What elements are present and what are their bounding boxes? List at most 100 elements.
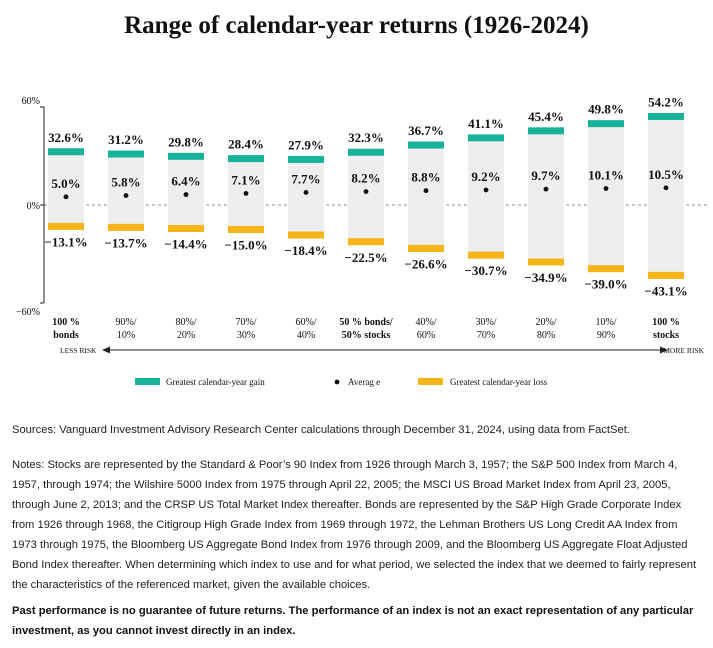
gain-bar [648,112,684,120]
category-label: 100 % [52,317,80,328]
average-label: 10.1% [588,168,624,183]
notes-text: Notes: Stocks are represented by the Sta… [12,459,697,591]
category-label: 30% [237,330,255,341]
gain-bar [108,150,144,158]
average-point [663,185,669,191]
gain-label: 49.8% [588,102,624,117]
gain-bar [348,148,384,156]
category-label: 50 % bonds/ [339,317,393,328]
loss-label: −22.5% [344,250,387,265]
gain-bar [168,152,204,160]
average-label: 8.8% [411,170,440,185]
risk-arrow-left [102,346,110,354]
range-bar [648,116,684,276]
legend-marker-average [334,379,340,385]
range-bar [528,130,564,263]
chart-title: Range of calendar-year returns (1926-202… [124,12,589,39]
category-label: 80% [537,330,555,341]
loss-bar [108,223,144,231]
loss-label: −18.4% [284,243,327,258]
gain-label: 27.9% [288,137,324,152]
gain-bar [288,155,324,163]
category-label: 100 % [652,317,680,328]
risk-label-less: LESS RISK [60,346,97,355]
loss-label: −13.1% [44,234,87,249]
y-tick-label: 60% [22,96,40,107]
average-point [303,190,309,195]
loss-bar [408,244,444,252]
average-label: 7.7% [291,171,320,186]
loss-bar [468,251,504,259]
gain-label: 32.3% [348,130,384,145]
disclaimer-text: Past performance is no guarantee of futu… [12,605,694,637]
average-label: 9.7% [531,168,560,183]
gain-bar [588,120,624,128]
gain-label: 29.8% [168,134,204,149]
category-label: stocks [653,330,679,341]
average-label: 9.2% [471,169,500,184]
gain-label: 45.4% [528,109,564,124]
gain-label: 36.7% [408,123,444,138]
loss-label: −15.0% [224,238,267,253]
gain-bar [228,155,264,163]
average-label: 10.5% [648,167,684,182]
loss-bar [48,222,84,230]
range-bar [468,137,504,256]
category-label: 20% [177,330,195,341]
gain-label: 54.2% [648,94,684,109]
loss-bar [528,258,564,266]
y-tick-label: −60% [16,307,40,318]
loss-label: −34.9% [524,270,567,285]
category-label: 80%/ [175,317,196,328]
loss-bar [288,231,324,239]
sources-text: Sources: Vanguard Investment Advisory Re… [12,424,630,436]
gain-bar [528,127,564,135]
loss-label: −13.7% [104,235,147,250]
category-label: 60% [417,330,435,341]
category-label: 40% [297,330,315,341]
range-bar [588,123,624,269]
loss-label: −26.6% [404,256,447,271]
range-bar [48,151,84,227]
category-label: 70% [477,330,495,341]
loss-label: −30.7% [464,263,507,278]
range-bar [288,159,324,236]
loss-bar [588,265,624,273]
average-point [123,193,129,198]
average-point [183,192,189,197]
range-bar [408,145,444,249]
loss-bar [648,271,684,279]
legend-label-average: Averag e [348,377,380,387]
returns-range-chart: 60% 0% −60% 32.6% 5.0% −13.1% 100 % bonds 31.2% 5… [16,94,708,387]
loss-bar [228,226,264,233]
average-point [423,188,429,194]
category-label: 70%/ [235,317,256,328]
average-point [63,194,69,200]
average-label: 5.0% [51,176,80,191]
range-bar [348,152,384,242]
category-label: 10% [117,330,135,341]
category-label: 10%/ [595,317,616,328]
average-label: 6.4% [171,174,200,189]
gain-label: 41.1% [468,116,504,131]
category-label: 60%/ [295,317,316,328]
average-label: 5.8% [111,175,140,190]
category-label: bonds [53,330,79,341]
average-point [243,191,249,196]
category-label: 90%/ [115,317,136,328]
gain-label: 28.4% [228,137,264,152]
loss-label: −39.0% [584,277,627,292]
legend-swatch-loss [418,378,443,385]
category-label: 30%/ [475,317,496,328]
loss-bar [348,238,384,246]
average-point [603,186,609,191]
category-label: 50% stocks [342,330,391,341]
range-bar [108,154,144,228]
legend-label-loss: Greatest calendar-year loss [450,377,548,387]
gain-label: 31.2% [108,132,144,147]
risk-arrow-right [660,346,668,354]
legend-swatch-gain [135,378,160,385]
gain-bar [48,148,84,156]
loss-label: −14.4% [164,237,207,252]
average-point [483,187,489,193]
